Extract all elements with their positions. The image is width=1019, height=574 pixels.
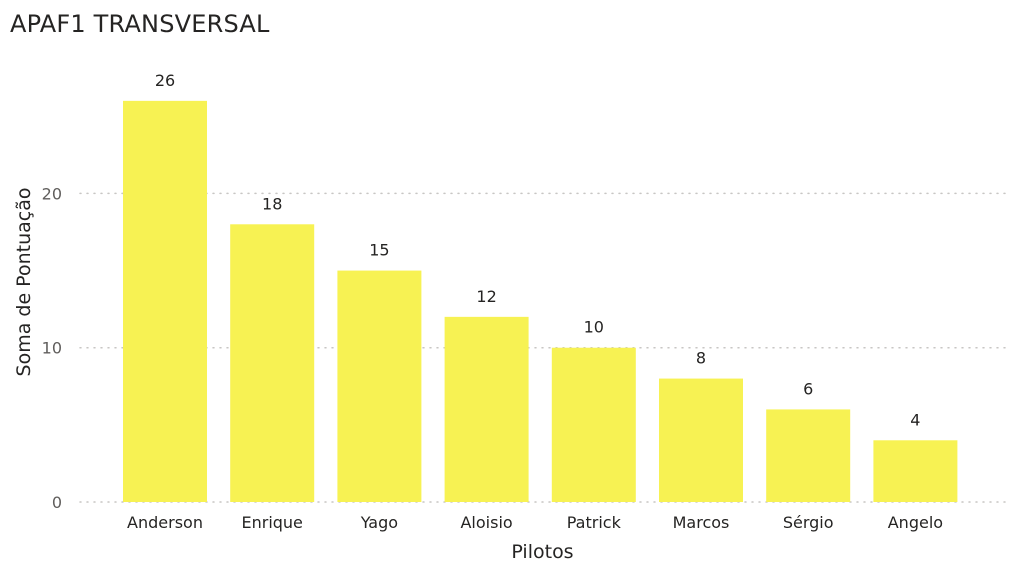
bar-enrique	[230, 224, 315, 503]
x-category-patrick: Patrick	[567, 513, 622, 532]
bar-angelo	[873, 440, 958, 502]
chart-title: APAF1 TRANSVERSAL	[10, 10, 270, 38]
bar-marcos	[659, 378, 743, 502]
gridlines	[79, 192, 1006, 503]
x-category-sérgio: Sérgio	[783, 513, 834, 532]
x-category-marcos: Marcos	[673, 513, 730, 532]
x-category-yago: Yago	[360, 513, 398, 532]
data-labels: 26 18 15 12 10 8 6 4	[155, 71, 921, 429]
bar-patrick	[551, 347, 636, 502]
bar-sérgio	[766, 409, 851, 502]
data-label-yago: 15	[369, 241, 389, 260]
data-label-angelo: 4	[910, 410, 920, 429]
x-category-aloisio: Aloisio	[460, 513, 512, 532]
data-label-anderson: 26	[155, 71, 175, 90]
x-axis-title: Pilotos	[511, 541, 573, 563]
y-tick-label-0: 0	[52, 493, 62, 512]
bar-yago	[337, 270, 422, 502]
y-tick-label-10: 10	[42, 339, 62, 358]
data-label-marcos: 8	[696, 349, 706, 368]
x-category-anderson: Anderson	[127, 513, 203, 532]
x-category-enrique: Enrique	[241, 513, 302, 532]
bar-anderson	[123, 100, 207, 502]
bar-aloisio	[444, 316, 529, 502]
x-category-angelo: Angelo	[888, 513, 943, 532]
data-label-patrick: 10	[584, 318, 604, 337]
x-axis-categories: Anderson Enrique Yago Aloisio Patrick Marcos S…	[127, 513, 943, 532]
y-tick-label-20: 20	[42, 184, 62, 203]
data-label-enrique: 18	[262, 194, 282, 213]
y-axis-ticks: 0 10 20	[42, 184, 62, 512]
data-label-sérgio: 6	[803, 379, 813, 398]
data-label-aloisio: 12	[476, 287, 496, 306]
bars	[123, 100, 958, 503]
y-axis-title: Soma de Pontuação	[13, 188, 35, 377]
